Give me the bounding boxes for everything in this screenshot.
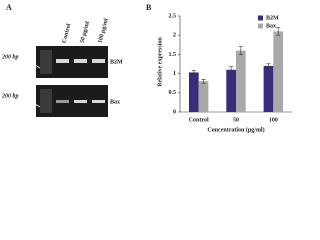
- error-bar: [238, 46, 243, 55]
- bar: [226, 69, 236, 112]
- ladder-lane: [40, 89, 52, 113]
- band: [56, 59, 69, 63]
- bar: [188, 72, 199, 112]
- figure: A Control 50 μg/ml 100 μg/ml 200 bp 200 …: [1, 3, 292, 133]
- legend-label: Bax: [266, 23, 276, 29]
- error-bar: [191, 70, 196, 75]
- error-bar: [276, 27, 281, 36]
- lane-label: 50 μg/ml: [79, 21, 91, 44]
- y-tick-label: 2: [173, 33, 176, 39]
- x-tick-label: 100: [269, 117, 278, 123]
- panel-label: B: [146, 3, 152, 12]
- marker-label: 200 bp: [1, 54, 19, 60]
- error-bar: [266, 63, 271, 69]
- legend-swatch: [258, 23, 263, 29]
- bar: [263, 65, 274, 112]
- legend-label: B2M: [266, 15, 279, 21]
- y-tick-label: 0: [173, 109, 176, 115]
- y-tick-label: 1.5: [169, 52, 177, 58]
- band: [56, 100, 69, 103]
- lane-label: 100 μg/ml: [97, 18, 109, 44]
- y-tick-label: 1: [173, 71, 176, 77]
- band: [92, 100, 105, 103]
- error-bar: [201, 79, 206, 84]
- ladder-lane: [40, 50, 52, 74]
- lane-label: Control: [61, 23, 72, 44]
- gene-label: Bax: [110, 99, 120, 105]
- bar: [273, 31, 284, 112]
- bar: [198, 81, 209, 112]
- x-tick-label: 50: [233, 117, 239, 123]
- gene-label: B2M: [110, 59, 123, 65]
- x-tick-label: Control: [189, 117, 209, 123]
- y-tick-label: 0.5: [169, 90, 177, 96]
- panel-label: A: [6, 3, 12, 12]
- legend-swatch: [258, 15, 263, 21]
- band: [74, 59, 87, 63]
- y-tick-label: 2.5: [169, 13, 177, 19]
- band: [74, 100, 87, 103]
- arrow: [29, 100, 41, 108]
- arrow: [29, 61, 41, 69]
- error-bar: [229, 66, 234, 74]
- bar: [236, 50, 246, 112]
- band: [92, 59, 105, 63]
- marker-label: 200 bp: [1, 93, 19, 99]
- x-axis-label: Concentration (μg/ml): [207, 126, 264, 133]
- y-axis-label: Relative expression: [157, 37, 163, 87]
